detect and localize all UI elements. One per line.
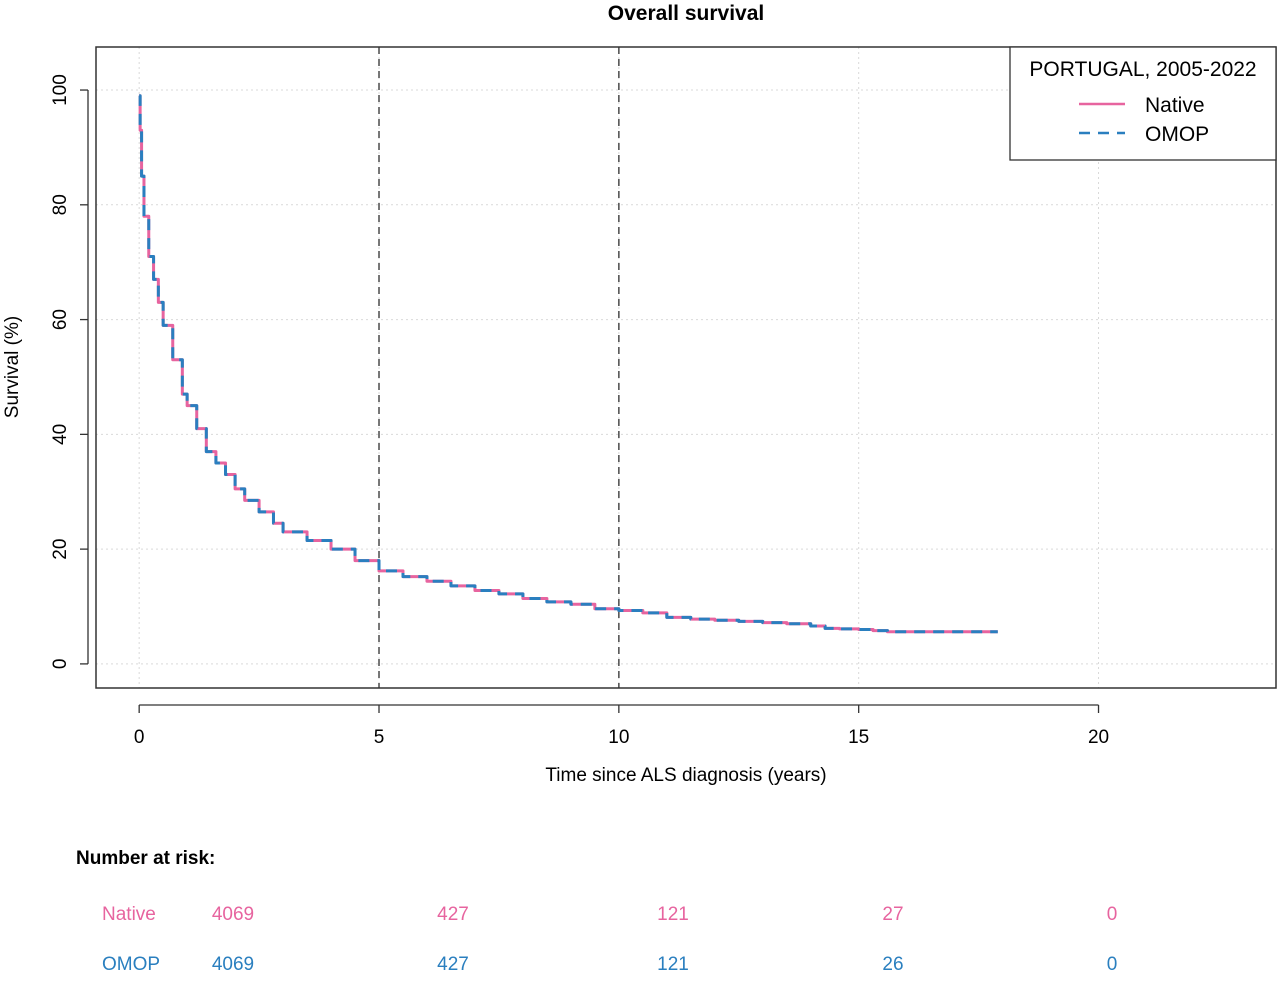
risk-count: 121 (657, 904, 689, 925)
x-tick-label: 0 (134, 727, 145, 748)
risk-count: 427 (437, 954, 469, 975)
y-tick-label: 0 (50, 659, 71, 670)
plot-frame (95, 46, 1277, 689)
legend: PORTUGAL, 2005-2022 Native OMOP (1009, 46, 1277, 161)
series-line-omop (138, 94, 998, 634)
risk-count: 427 (437, 904, 469, 925)
survival-chart: Overall survival 0 5 10 15 20 0 20 40 60 80 100 T… (2, 2, 1277, 786)
y-tick-label: 100 (50, 74, 71, 106)
legend-title: PORTUGAL, 2005-2022 (1029, 58, 1256, 81)
risk-count: 27 (882, 904, 904, 925)
chart-title: Overall survival (608, 2, 764, 25)
risk-count: 0 (1106, 954, 1118, 975)
reference-lines (378, 47, 620, 688)
y-tick-label: 20 (50, 539, 71, 560)
risk-label: OMOP (102, 954, 161, 975)
y-axis-label: Survival (%) (2, 316, 23, 418)
risk-count: 26 (882, 954, 904, 975)
series-line-native (138, 94, 998, 634)
risk-table-heading: Number at risk: (76, 848, 216, 869)
y-tick-label: 80 (50, 194, 71, 215)
survival-curves (138, 94, 998, 634)
risk-count: 121 (657, 954, 689, 975)
grid-lines (96, 47, 1276, 688)
x-tick-label: 15 (848, 727, 869, 748)
legend-label-omop: OMOP (1145, 123, 1209, 146)
y-tick-label: 60 (50, 309, 71, 330)
risk-count: 4069 (211, 954, 255, 975)
y-axis: 0 20 40 60 80 100 (50, 74, 89, 670)
x-axis-label: Time since ALS diagnosis (years) (545, 765, 826, 786)
x-tick-label: 10 (608, 727, 629, 748)
y-tick-label: 40 (50, 424, 71, 445)
risk-count: 0 (1106, 904, 1118, 925)
legend-box (1009, 46, 1277, 161)
legend-label-native: Native (1145, 94, 1205, 117)
x-axis: 0 5 10 15 20 (134, 704, 1109, 748)
risk-label: Native (102, 904, 156, 925)
risk-row-omop: OMOP 4069 427 121 26 0 (0, 954, 1280, 982)
risk-count: 4069 (211, 904, 255, 925)
x-tick-label: 20 (1088, 727, 1109, 748)
x-tick-label: 5 (374, 727, 385, 748)
risk-row-native: Native 4069 427 121 27 0 (0, 904, 1280, 932)
